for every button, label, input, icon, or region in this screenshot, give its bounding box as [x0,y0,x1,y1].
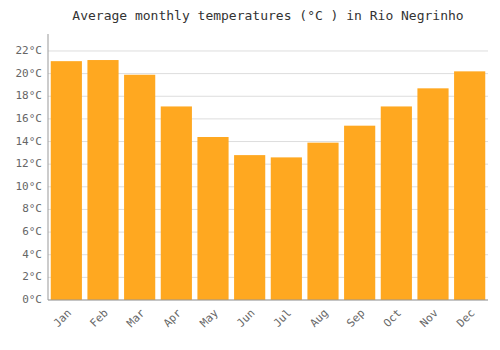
y-tick-label: 4°C [22,248,42,261]
y-tick-label: 22°C [16,44,43,57]
x-tick-label: Dec [454,307,477,330]
x-tick-label: Apr [161,306,185,330]
x-tick-label: Jul [271,307,294,330]
y-tick-label: 18°C [16,89,43,102]
x-tick-label: Sep [344,307,367,330]
title: Average monthly temperatures (°C ) in Ri… [72,8,463,23]
x-tick-label: May [198,306,222,330]
x-tick-label: Feb [88,307,111,330]
bar [271,157,302,300]
x-tick-label: Oct [381,307,404,330]
y-tick-label: 6°C [22,225,42,238]
bar [381,106,412,300]
y-tick-label: 14°C [16,135,43,148]
y-tick-label: 0°C [22,293,42,306]
y-tick-label: 2°C [22,270,42,283]
x-tick-label: Jan [51,307,74,330]
bar [454,71,485,300]
chart-container: 0°C 2°C 4°C 6°C 8°C 10°C 12°C 14°C 16°C 18°C 20°C 2… [0,0,500,350]
grid-line [48,300,488,301]
x-tick-label: Aug [308,307,331,330]
x-axis-line [48,300,488,301]
bar [344,126,375,300]
bar [234,155,265,300]
y-tick-label: 10°C [16,180,43,193]
y-tick-labels: 0°C 2°C 4°C 6°C 8°C 10°C 12°C 14°C 16°C 18°C 20°C 2… [16,44,43,306]
y-grid [48,51,488,300]
x-tick-label: Mar [124,306,148,330]
bar [161,106,192,300]
x-tick-label: Nov [418,306,442,330]
bar [124,75,155,300]
y-tick-label: 12°C [16,157,43,170]
y-tick-label: 16°C [16,112,43,125]
chart-svg: 0°C 2°C 4°C 6°C 8°C 10°C 12°C 14°C 16°C 18°C 20°C 2… [0,0,500,350]
bar [417,88,448,300]
x-tick-labels: Jan Feb Mar Apr May Jun Jul Aug Sep Oct Nov Dec [51,306,478,330]
y-axis-line [48,34,49,300]
x-tick-label: Jun [234,307,257,330]
bars [51,60,486,300]
bar [307,143,338,300]
grid-line [48,50,488,51]
y-tick-label: 20°C [16,67,43,80]
bar [87,60,118,300]
bar [197,137,228,300]
bar [51,61,82,300]
y-tick-label: 8°C [22,202,42,215]
